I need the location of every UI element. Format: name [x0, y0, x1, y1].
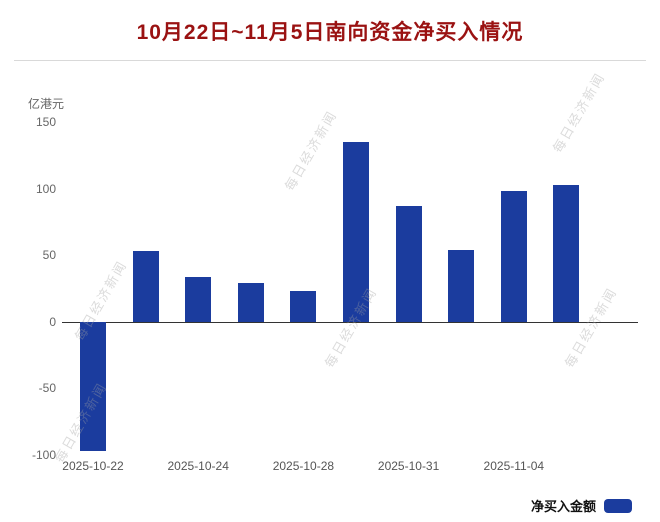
y-tick-label-0: 150 — [35, 115, 56, 129]
legend-swatch — [604, 498, 632, 513]
bar-9 — [553, 184, 580, 322]
x-tick-label-1: 2025-10-24 — [167, 459, 229, 473]
bar-1 — [132, 251, 159, 322]
chart-title: 10月22日~11月5日南向资金净买入情况 — [136, 21, 524, 44]
legend-label: 净买入金额 — [530, 499, 596, 514]
legend: 净买入金额 — [531, 496, 632, 515]
bar-4 — [290, 291, 317, 322]
bar-7 — [448, 249, 475, 322]
bar-0 — [80, 321, 106, 451]
y-tick-label-4: -50 — [38, 381, 56, 396]
bar-6 — [395, 205, 422, 322]
y-tick-label-1: 100 — [35, 181, 56, 196]
bar-3 — [237, 283, 264, 322]
y-tick-label-5: -100 — [31, 448, 56, 462]
title-divider — [14, 60, 646, 61]
y-tick-label-2: 50 — [42, 248, 56, 263]
x-tick-label-0: 2025-10-22 — [62, 459, 124, 473]
zero-axis-line — [62, 321, 638, 323]
y-tick-label-3: 0 — [49, 314, 56, 329]
x-tick-label-4: 2025-11-04 — [483, 459, 545, 473]
x-tick-label-3: 2025-10-31 — [377, 459, 440, 473]
x-tick-label-2: 2025-10-28 — [272, 459, 335, 473]
y-axis-unit-label: 亿港元 — [28, 97, 65, 111]
bar-2 — [185, 276, 212, 322]
bar-5 — [343, 141, 369, 322]
plot-area — [62, 122, 638, 455]
bar-8 — [500, 191, 527, 322]
